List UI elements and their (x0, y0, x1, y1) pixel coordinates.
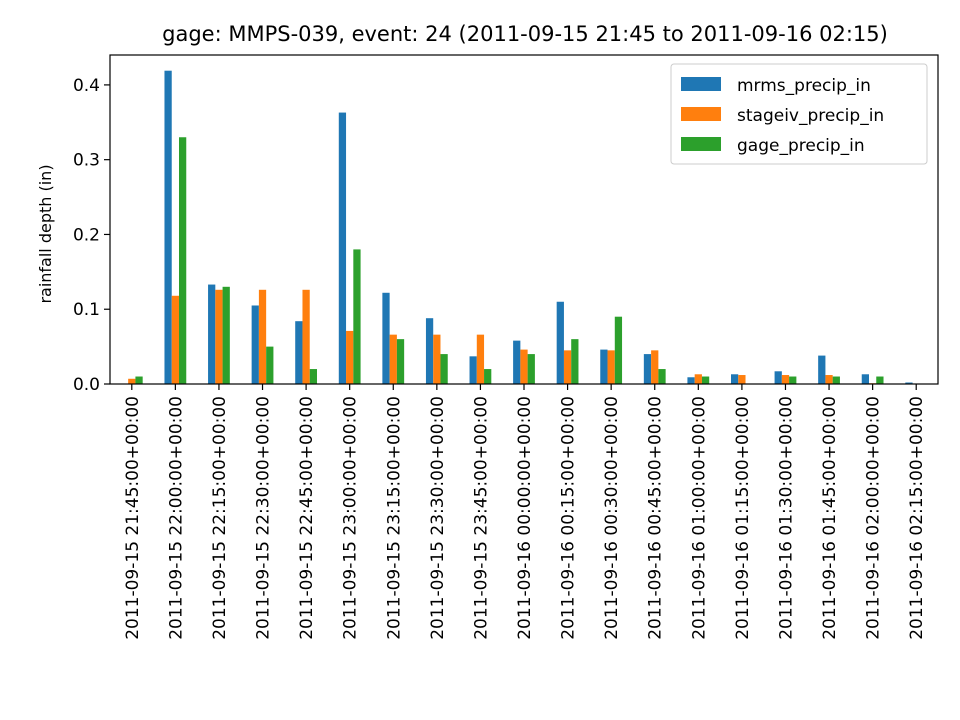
x-tick-label-2: 2011-09-15 22:15:00+00:00 (210, 396, 230, 640)
x-tick-label-5: 2011-09-15 23:00:00+00:00 (341, 396, 361, 640)
bar-mrms_precip_in-16 (818, 355, 826, 384)
legend: mrms_precip_in stageiv_precip_in gage_prec… (670, 63, 928, 165)
bar-mrms_precip_in-2 (208, 284, 216, 384)
bar-mrms_precip_in-6 (382, 292, 390, 384)
x-tick-label-11: 2011-09-16 00:30:00+00:00 (602, 396, 622, 640)
y-tick-label-3: 0.3 (73, 151, 100, 171)
bar-gage_precip_in-10 (571, 339, 579, 384)
bar-stageiv_precip_in-2 (215, 289, 223, 384)
bar-stageiv_precip_in-1 (171, 295, 179, 384)
x-tick-label-8: 2011-09-15 23:45:00+00:00 (471, 396, 491, 640)
legend-label-mrms_precip_in: mrms_precip_in (737, 76, 871, 96)
x-tick-label-7: 2011-09-15 23:30:00+00:00 (428, 396, 448, 640)
x-tick-label-3: 2011-09-15 22:30:00+00:00 (254, 396, 274, 640)
legend-box (670, 63, 928, 165)
bar-gage_precip_in-13 (701, 376, 710, 384)
bar-stageiv_precip_in-14 (738, 375, 746, 384)
x-tick-label-6: 2011-09-15 23:15:00+00:00 (384, 396, 404, 640)
x-tick-label-18: 2011-09-16 02:15:00+00:00 (907, 396, 927, 640)
bar-mrms_precip_in-7 (425, 318, 434, 384)
legend-swatch-stageiv_precip_in (681, 107, 721, 121)
bars-group (128, 70, 913, 384)
bar-stageiv_precip_in-8 (476, 334, 485, 384)
bar-gage_precip_in-1 (179, 137, 187, 384)
bar-stageiv_precip_in-10 (563, 350, 572, 384)
bar-gage_precip_in-0 (135, 376, 143, 384)
bar-mrms_precip_in-12 (643, 354, 652, 384)
bar-mrms_precip_in-8 (469, 356, 477, 384)
bar-gage_precip_in-6 (396, 339, 405, 384)
x-ticks-group: 2011-09-15 21:45:00+00:00 2011-09-15 22:0… (123, 384, 927, 640)
y-ticks-group: 0.0 0.1 0.2 0.3 0.4 (73, 76, 110, 395)
legend-swatch-gage_precip_in (681, 137, 721, 151)
bar-gage_precip_in-2 (222, 286, 230, 384)
x-tick-label-15: 2011-09-16 01:30:00+00:00 (776, 396, 796, 640)
bar-mrms_precip_in-9 (513, 340, 521, 384)
x-tick-label-17: 2011-09-16 02:00:00+00:00 (864, 396, 884, 640)
chart-title: gage: MMPS-039, event: 24 (2011-09-15 21… (162, 22, 888, 46)
bar-mrms_precip_in-13 (687, 377, 695, 384)
x-tick-label-1: 2011-09-15 22:00:00+00:00 (166, 396, 186, 640)
y-tick-label-1: 0.1 (73, 300, 100, 320)
x-tick-label-0: 2011-09-15 21:45:00+00:00 (123, 396, 143, 640)
bar-gage_precip_in-9 (527, 354, 535, 384)
bar-mrms_precip_in-17 (861, 374, 869, 384)
legend-swatch-mrms_precip_in (681, 77, 721, 91)
bar-mrms_precip_in-11 (600, 349, 608, 384)
bar-gage_precip_in-5 (353, 249, 361, 384)
bar-mrms_precip_in-3 (251, 305, 259, 384)
bar-gage_precip_in-17 (876, 376, 884, 384)
y-tick-label-2: 0.2 (73, 225, 100, 245)
bar-stageiv_precip_in-13 (694, 374, 702, 384)
x-tick-label-16: 2011-09-16 01:45:00+00:00 (820, 396, 840, 640)
bar-gage_precip_in-15 (789, 376, 797, 384)
bar-stageiv_precip_in-5 (346, 330, 354, 384)
bar-gage_precip_in-3 (266, 346, 274, 384)
bar-gage_precip_in-4 (309, 369, 317, 384)
y-tick-label-0: 0.0 (73, 375, 100, 395)
bar-stageiv_precip_in-16 (825, 375, 833, 384)
bar-gage_precip_in-16 (832, 376, 840, 384)
bar-mrms_precip_in-5 (338, 112, 347, 384)
bar-gage_precip_in-7 (440, 354, 448, 384)
bar-mrms_precip_in-18 (905, 382, 913, 384)
bar-stageiv_precip_in-4 (302, 289, 310, 384)
x-tick-label-10: 2011-09-16 00:15:00+00:00 (559, 396, 579, 640)
bar-stageiv_precip_in-12 (651, 350, 659, 384)
bar-stageiv_precip_in-0 (128, 378, 136, 384)
bar-gage_precip_in-12 (658, 369, 666, 384)
bar-stageiv_precip_in-6 (389, 334, 397, 384)
bar-mrms_precip_in-14 (731, 374, 739, 384)
x-tick-label-12: 2011-09-16 00:45:00+00:00 (646, 396, 666, 640)
bar-mrms_precip_in-1 (164, 70, 172, 384)
x-tick-label-4: 2011-09-15 22:45:00+00:00 (297, 396, 317, 640)
legend-label-stageiv_precip_in: stageiv_precip_in (737, 106, 884, 126)
y-axis-label: rainfall depth (in) (36, 164, 55, 303)
bar-stageiv_precip_in-3 (258, 289, 267, 384)
x-tick-label-9: 2011-09-16 00:00:00+00:00 (515, 396, 535, 640)
bar-gage_precip_in-11 (614, 316, 623, 384)
bar-stageiv_precip_in-15 (781, 375, 790, 384)
bar-gage_precip_in-8 (484, 369, 492, 384)
x-tick-label-14: 2011-09-16 01:15:00+00:00 (733, 396, 753, 640)
bar-mrms_precip_in-10 (556, 301, 564, 384)
bar-stageiv_precip_in-11 (607, 350, 615, 384)
bar-mrms_precip_in-15 (774, 371, 782, 384)
bar-stageiv_precip_in-7 (433, 334, 441, 384)
bar-mrms_precip_in-4 (295, 321, 303, 384)
legend-label-gage_precip_in: gage_precip_in (737, 136, 865, 156)
bar-stageiv_precip_in-9 (520, 349, 528, 384)
y-tick-label-4: 0.4 (73, 76, 100, 96)
x-tick-label-13: 2011-09-16 01:00:00+00:00 (689, 396, 709, 640)
